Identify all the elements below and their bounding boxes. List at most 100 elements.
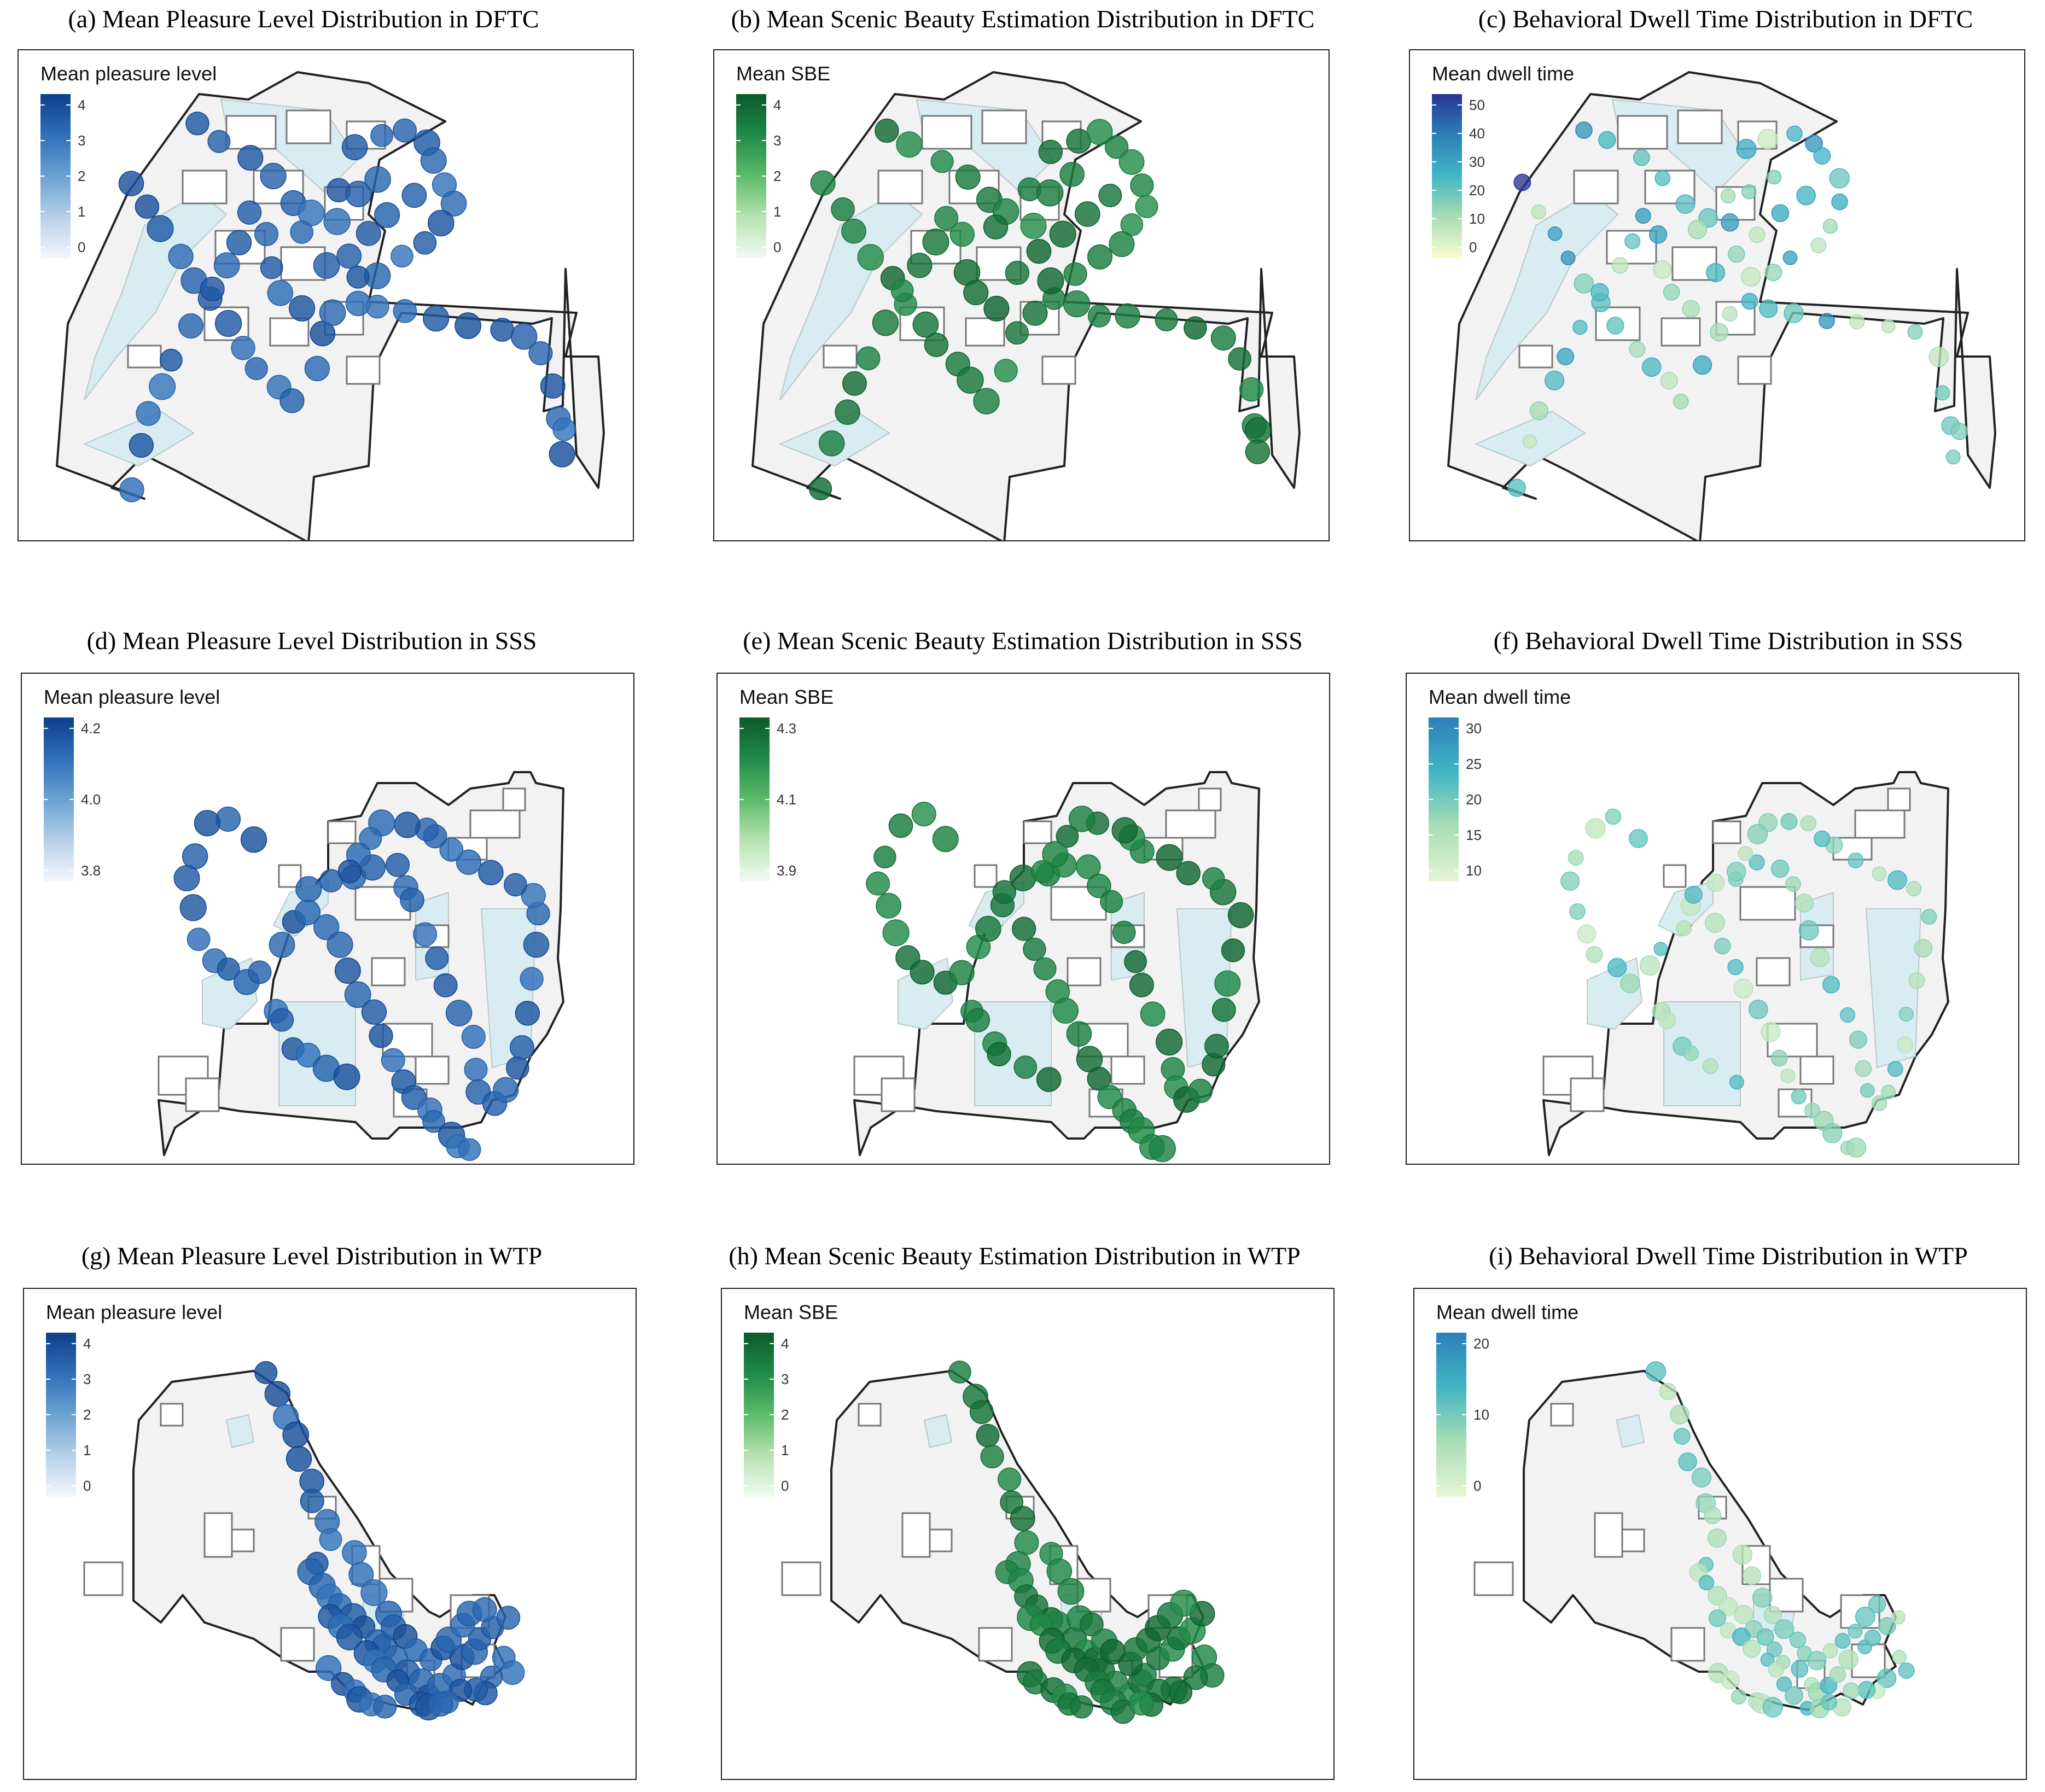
survey-point xyxy=(1130,173,1154,197)
survey-point xyxy=(963,279,989,306)
survey-point xyxy=(493,1077,519,1103)
panel-title: (e) Mean Scenic Beauty Estimation Distri… xyxy=(743,627,1303,655)
legend-tick-label: 20 xyxy=(1469,182,1485,199)
survey-point xyxy=(1805,135,1823,153)
legend: Mean pleasure level 4 3 2 1 0 xyxy=(40,62,217,258)
building xyxy=(1518,345,1553,369)
survey-point xyxy=(1896,1036,1913,1053)
legend-colorbar xyxy=(736,94,766,258)
legend-tick-label: 4.3 xyxy=(777,720,796,737)
survey-point xyxy=(1877,1668,1897,1688)
survey-point xyxy=(370,124,393,147)
survey-point xyxy=(1691,1467,1712,1488)
building xyxy=(881,1077,916,1112)
survey-point xyxy=(1703,1506,1722,1525)
map-frame: Mean pleasure level 4.2 4.0 3.8 xyxy=(21,673,634,1165)
survey-point xyxy=(400,888,424,913)
survey-point xyxy=(1049,220,1076,248)
survey-point xyxy=(1547,226,1563,241)
survey-point xyxy=(1906,881,1922,897)
legend-tick-label: 2 xyxy=(83,1406,91,1423)
survey-point xyxy=(1776,1676,1792,1692)
legend-tick-label: 1 xyxy=(781,1442,789,1458)
survey-point xyxy=(1675,194,1696,214)
survey-point xyxy=(1714,937,1731,955)
survey-point xyxy=(1087,244,1112,270)
building xyxy=(1110,1055,1145,1085)
survey-point xyxy=(401,183,427,208)
survey-point xyxy=(1749,226,1766,243)
survey-point xyxy=(1641,357,1662,377)
survey-point xyxy=(373,1695,397,1719)
survey-point xyxy=(1228,347,1251,371)
survey-point xyxy=(930,150,954,173)
site-boundary xyxy=(1542,771,1949,1156)
survey-point xyxy=(1607,958,1627,978)
survey-point xyxy=(336,243,362,269)
survey-point xyxy=(1586,945,1603,964)
building xyxy=(371,957,406,987)
building xyxy=(921,115,972,150)
survey-point xyxy=(458,1138,481,1161)
survey-point xyxy=(1784,303,1804,323)
survey-point xyxy=(207,130,231,153)
legend: Mean dwell time 20 10 0 xyxy=(1436,1301,1578,1497)
survey-point xyxy=(1780,1068,1796,1083)
survey-point xyxy=(1239,377,1264,402)
legend-tick-label: 0 xyxy=(1473,1478,1481,1494)
legend-title: Mean dwell time xyxy=(1429,686,1571,708)
survey-point xyxy=(337,859,362,884)
legend-tick-label: 0 xyxy=(78,239,85,255)
survey-point xyxy=(523,931,550,958)
map-frame: Mean dwell time 20 10 0 xyxy=(1413,1288,2027,1780)
survey-points xyxy=(948,1361,1225,1724)
building xyxy=(858,1403,882,1427)
survey-point xyxy=(1057,1578,1085,1605)
survey-point xyxy=(445,1000,473,1026)
building xyxy=(1067,957,1102,987)
legend-title: Mean dwell time xyxy=(1432,62,1574,85)
survey-point xyxy=(423,305,450,332)
survey-point xyxy=(1673,1428,1691,1445)
survey-point xyxy=(1214,970,1241,997)
building xyxy=(1854,809,1906,839)
survey-point xyxy=(1785,1686,1803,1705)
building xyxy=(974,864,998,888)
map-frame: Mean dwell time 50 40 30 20 10 0 xyxy=(1409,49,2025,541)
survey-point xyxy=(1829,168,1850,189)
survey-point xyxy=(1881,1084,1896,1100)
survey-point xyxy=(1929,347,1949,367)
survey-point xyxy=(1654,170,1670,186)
survey-point xyxy=(1831,193,1848,211)
survey-point xyxy=(1846,1137,1867,1158)
survey-point xyxy=(1184,316,1207,340)
survey-point xyxy=(1598,131,1616,149)
survey-point xyxy=(1683,1045,1699,1061)
survey-point xyxy=(1868,1595,1886,1613)
survey-points xyxy=(254,1361,525,1721)
building xyxy=(1670,1627,1705,1662)
survey-point xyxy=(374,202,400,228)
survey-point xyxy=(1676,920,1692,936)
building xyxy=(1663,864,1687,888)
water-body xyxy=(974,1001,1052,1106)
legend-colorbar xyxy=(1429,717,1459,882)
survey-point xyxy=(1087,304,1111,328)
survey-point xyxy=(136,401,161,426)
survey-point xyxy=(1523,434,1537,449)
legend-tick-label: 0 xyxy=(83,1478,91,1494)
survey-point xyxy=(1774,1619,1795,1639)
survey-points xyxy=(866,802,1254,1163)
legend-colorbar xyxy=(744,1333,774,1497)
survey-point xyxy=(1804,1102,1820,1119)
survey-point xyxy=(1545,370,1565,390)
survey-point xyxy=(1013,1055,1038,1079)
survey-point xyxy=(1907,324,1923,340)
survey-point xyxy=(1786,125,1803,142)
survey-point xyxy=(1849,314,1865,330)
survey-point xyxy=(1572,319,1588,335)
survey-point xyxy=(348,1562,374,1587)
survey-point xyxy=(269,931,295,958)
survey-point xyxy=(420,147,447,174)
map-svg: Mean dwell time 50 40 30 20 10 0 xyxy=(1432,62,1996,540)
